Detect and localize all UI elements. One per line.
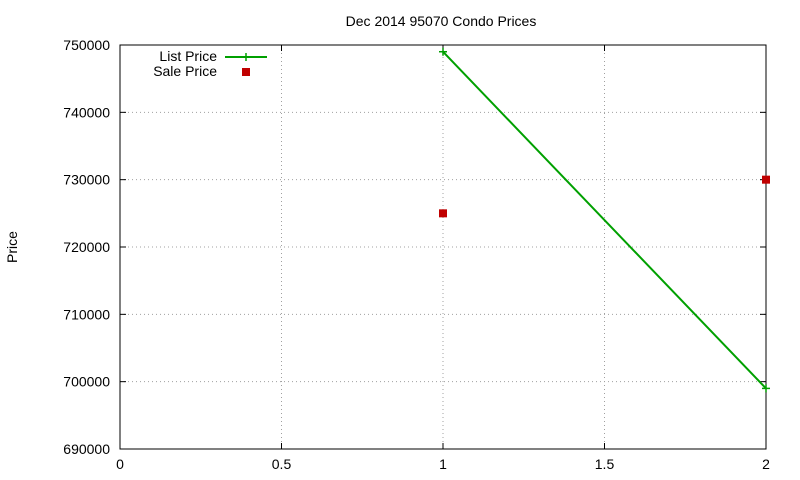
chart-title: Dec 2014 95070 Condo Prices: [346, 13, 537, 29]
sale-price-point: [439, 209, 447, 218]
list-price-point: [762, 384, 770, 393]
grid-layer: [120, 45, 766, 449]
y-tick-label: 740000: [63, 104, 110, 120]
list-price-point: [439, 47, 447, 56]
x-tick-label: 0.5: [272, 456, 292, 472]
series-list-price: [439, 47, 770, 393]
y-tick-label: 710000: [63, 306, 110, 322]
legend-label: List Price: [159, 48, 217, 64]
series-sale-price: [439, 175, 770, 218]
y-tick-label: 690000: [63, 441, 110, 457]
x-tick-label: 2: [762, 456, 770, 472]
x-tick-label: 0: [116, 456, 124, 472]
legend-entry-sale-price: Sale Price: [153, 63, 250, 79]
sale-price-point: [762, 175, 770, 184]
x-tick-label: 1.5: [595, 456, 615, 472]
legend-swatch-marker: [242, 68, 250, 76]
labels-layer: 0 0.5 1 1.5 2 690000 700000 710000 720000 730000 7…: [63, 37, 770, 472]
y-axis-label: Price: [4, 231, 20, 263]
y-tick-label: 750000: [63, 37, 110, 53]
y-tick-label: 700000: [63, 374, 110, 390]
legend-label: Sale Price: [153, 63, 217, 79]
series-layer: [439, 47, 770, 393]
legend-entry-list-price: List Price: [159, 48, 267, 64]
y-tick-label: 720000: [63, 239, 110, 255]
list-price-line: [442, 51, 767, 390]
y-tick-label: 730000: [63, 172, 110, 188]
legend-swatch-marker: [242, 53, 250, 61]
x-tick-label: 1: [439, 456, 447, 472]
